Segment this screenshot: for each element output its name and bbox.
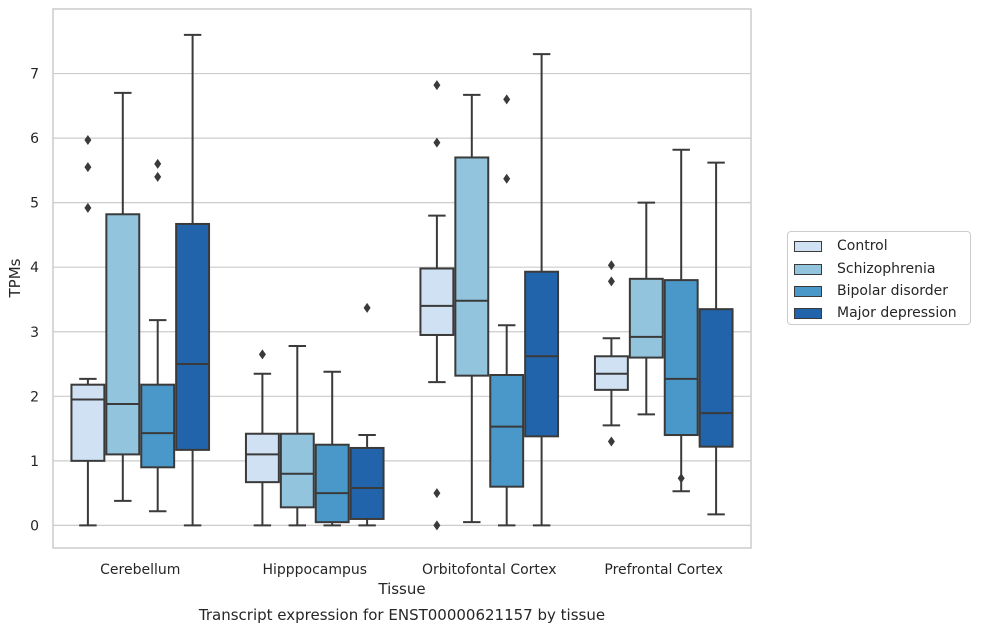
legend-swatch-major-depression [794, 307, 822, 319]
outlier-point [154, 158, 162, 169]
box-iqr [698, 308, 734, 448]
outlier-point [607, 436, 615, 447]
outlier-point [607, 260, 615, 271]
box-major-depression [524, 53, 560, 527]
y-tick-label: 7 [30, 67, 39, 83]
outlier-point [433, 488, 441, 499]
box-major-depression [698, 161, 734, 516]
box-major-depression [175, 33, 211, 527]
box-major-depression [349, 302, 385, 527]
box-iqr [314, 443, 350, 524]
x-tick-label: Cerebellum [100, 562, 180, 578]
legend-label: Schizophrenia [837, 261, 936, 277]
box-iqr [140, 383, 176, 469]
legend-swatch-schizophrenia [794, 263, 822, 275]
box-control [70, 135, 106, 527]
outlier-point [503, 94, 511, 105]
x-tick-label: Hipppocampus [262, 562, 367, 578]
legend-label: Control [837, 238, 888, 254]
box-iqr [489, 374, 525, 488]
box-schizophrenia [454, 93, 490, 524]
legend-label: Bipolar disorder [837, 283, 949, 299]
x-tick-label: Prefrontal Cortex [604, 562, 723, 578]
x-axis-label: Tissue [377, 580, 425, 598]
outlier-point [607, 276, 615, 287]
outlier-point [433, 80, 441, 91]
outlier-point [363, 302, 371, 313]
box-iqr [70, 383, 106, 462]
box-iqr [349, 446, 385, 520]
plot-frame [52, 8, 752, 549]
outlier-point [154, 171, 162, 182]
box-bipolar-disorder [489, 94, 525, 527]
box-schizophrenia [105, 91, 141, 502]
box-bipolar-disorder [140, 158, 176, 513]
legend-label: Major depression [837, 305, 957, 321]
outlier-point [84, 135, 92, 146]
box-bipolar-disorder [663, 148, 699, 493]
box-iqr [175, 222, 211, 451]
outlier-point [258, 349, 266, 360]
legend-item-bipolar-disorder: Bipolar disorder [794, 281, 948, 301]
y-tick-label: 1 [30, 454, 39, 470]
box-schizophrenia [628, 201, 664, 416]
box-control [244, 349, 280, 527]
box-iqr [524, 270, 560, 438]
y-tick-label: 2 [30, 389, 39, 405]
y-tick-label: 4 [30, 260, 39, 276]
y-tick-label: 5 [30, 196, 39, 212]
box-iqr [454, 156, 490, 377]
outlier-point [84, 162, 92, 173]
legend-item-control: Control [794, 236, 888, 256]
y-tick-labels: 0 1 2 3 4 5 6 7 [30, 67, 39, 535]
box-bipolar-disorder [314, 370, 350, 527]
box-iqr [244, 432, 280, 484]
legend-swatch-bipolar-disorder [794, 285, 822, 297]
outlier-point [433, 520, 441, 531]
x-tick-label: Orbitofontal Cortex [422, 562, 557, 578]
legend-swatch-control [794, 240, 822, 252]
legend: Control Schizophrenia Bipolar disorder M… [787, 231, 971, 325]
box-iqr [628, 277, 664, 359]
y-axis-label: TPMs [6, 258, 24, 298]
y-tick-label: 6 [30, 131, 39, 147]
box-schizophrenia [279, 344, 315, 527]
box-control [419, 80, 455, 531]
box-iqr [419, 267, 455, 336]
legend-item-schizophrenia: Schizophrenia [794, 259, 935, 279]
box-iqr [279, 432, 315, 509]
outlier-point [677, 473, 685, 484]
y-tick-label: 0 [30, 518, 39, 534]
outlier-point [84, 202, 92, 213]
figure-caption: Transcript expression for ENST0000062115… [198, 606, 606, 624]
box-iqr [105, 213, 141, 456]
x-tick-labels: Cerebellum Hipppocampus Orbitofontal Corte… [100, 562, 723, 578]
box-iqr [663, 279, 699, 437]
y-tick-label: 3 [30, 325, 39, 341]
boxes [70, 33, 734, 531]
legend-item-major-depression: Major depression [794, 303, 957, 323]
outlier-point [433, 137, 441, 148]
outlier-point [503, 173, 511, 184]
box-control [593, 260, 629, 447]
